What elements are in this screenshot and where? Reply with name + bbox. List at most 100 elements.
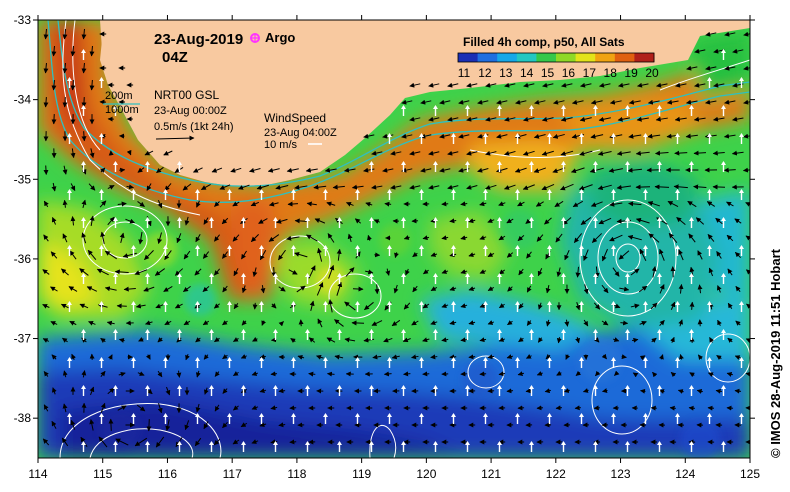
current-arrow-icon bbox=[309, 300, 315, 311]
current-arrow-icon bbox=[556, 337, 562, 344]
current-arrow-icon bbox=[583, 249, 589, 261]
current-arrow-icon bbox=[251, 439, 259, 444]
x-tick-label: 117 bbox=[223, 467, 242, 481]
current-arrow-icon bbox=[479, 269, 487, 274]
current-arrow-icon bbox=[363, 133, 375, 139]
current-arrow-icon bbox=[496, 99, 508, 105]
current-arrow-icon bbox=[441, 201, 449, 207]
wind-arrowhead-icon bbox=[689, 217, 694, 221]
current-arrow-icon bbox=[564, 319, 570, 327]
wind-arrowhead-icon bbox=[721, 329, 726, 333]
wind-arrowhead-icon bbox=[163, 189, 168, 193]
current-arrow-icon bbox=[752, 152, 763, 154]
wind-arrowhead-icon bbox=[625, 329, 630, 333]
wind-arrowhead-icon bbox=[369, 441, 374, 445]
current-arrow-icon bbox=[393, 284, 399, 294]
current-arrow-icon bbox=[51, 354, 57, 360]
current-arrow-icon bbox=[252, 302, 258, 310]
wind-arrowhead-icon bbox=[241, 385, 246, 389]
current-arrow-icon bbox=[693, 116, 706, 122]
wind-arrowhead-icon bbox=[753, 105, 758, 109]
current-arrow-icon bbox=[498, 235, 506, 241]
current-arrow-icon bbox=[241, 250, 247, 260]
wind-arrowhead-icon bbox=[561, 161, 566, 165]
wind-arrowhead-icon bbox=[355, 245, 360, 249]
current-timestamp-label: 23-Aug 00:00Z bbox=[154, 105, 227, 117]
current-arrow-icon bbox=[689, 372, 695, 378]
current-arrow-icon bbox=[579, 116, 592, 122]
current-arrow-icon bbox=[678, 249, 684, 261]
current-arrow-icon bbox=[707, 405, 715, 411]
wind-arrowhead-icon bbox=[561, 105, 566, 109]
current-arrow-icon bbox=[696, 388, 703, 394]
current-arrow-icon bbox=[382, 167, 394, 173]
current-arrow-icon bbox=[371, 184, 383, 190]
current-arrow-icon bbox=[305, 167, 318, 173]
wind-arrowhead-icon bbox=[67, 245, 72, 249]
current-arrow-icon bbox=[42, 438, 50, 446]
current-arrow-icon bbox=[51, 216, 57, 225]
wind-arrowhead-icon bbox=[433, 441, 438, 445]
current-arrow-icon bbox=[487, 252, 495, 258]
current-arrow-icon bbox=[583, 284, 589, 295]
current-arrow-icon bbox=[716, 285, 722, 293]
current-arrow-icon bbox=[286, 235, 300, 241]
current-arrow-icon bbox=[267, 167, 280, 173]
current-arrow-icon bbox=[390, 184, 402, 190]
wind-arrowhead-icon bbox=[579, 133, 584, 137]
current-arrow-icon bbox=[640, 388, 646, 394]
wind-arrowhead-icon bbox=[81, 161, 86, 165]
y-tick-label: -36 bbox=[14, 252, 32, 266]
wind-arrowhead-icon bbox=[483, 245, 488, 249]
current-arrow-icon bbox=[391, 354, 400, 360]
current-arrow-icon bbox=[485, 116, 497, 122]
current-arrow-icon bbox=[536, 405, 544, 411]
latitude-axis: -33 -34 -35 -36 -37 -38 bbox=[14, 13, 755, 425]
current-arrow-icon bbox=[678, 319, 684, 327]
current-arrow-icon bbox=[583, 319, 589, 327]
wind-arrowhead-icon bbox=[259, 357, 264, 361]
current-arrow-icon bbox=[334, 354, 344, 360]
current-arrow-icon bbox=[126, 184, 134, 190]
colorbar-tick-label: 13 bbox=[499, 66, 513, 80]
current-arrow-icon bbox=[270, 439, 278, 445]
current-arrow-icon bbox=[70, 419, 76, 430]
wind-arrowhead-icon bbox=[177, 161, 182, 165]
current-arrow-icon bbox=[687, 200, 697, 208]
current-arrow-icon bbox=[176, 370, 182, 378]
current-arrow-icon bbox=[514, 167, 527, 173]
current-arrow-icon bbox=[726, 371, 733, 377]
current-arrow-icon bbox=[100, 231, 106, 244]
current-arrow-icon bbox=[533, 133, 546, 139]
current-arrow-icon bbox=[754, 391, 760, 392]
current-arrow-icon bbox=[449, 354, 457, 360]
current-arrow-icon bbox=[326, 371, 335, 377]
current-arrow-icon bbox=[81, 62, 87, 74]
current-arrow-icon bbox=[727, 302, 733, 310]
wind-arrowhead-icon bbox=[291, 357, 296, 361]
wind-arrowhead-icon bbox=[515, 301, 520, 305]
current-arrow-icon bbox=[565, 354, 571, 360]
current-arrow-icon bbox=[88, 183, 96, 191]
current-arrow-icon bbox=[555, 233, 563, 243]
current-arrow-icon bbox=[599, 82, 611, 88]
current-arrow-icon bbox=[439, 133, 451, 139]
current-arrow-icon bbox=[89, 148, 95, 159]
wind-arrowhead-icon bbox=[355, 301, 360, 305]
current-arrow-icon bbox=[42, 338, 50, 343]
wind-arrowhead-icon bbox=[273, 441, 278, 445]
current-arrow-icon bbox=[460, 269, 468, 275]
current-arrow-icon bbox=[402, 337, 411, 343]
current-arrow-icon bbox=[574, 405, 581, 411]
current-arrow-icon bbox=[43, 234, 49, 242]
current-arrow-icon bbox=[676, 216, 686, 226]
current-arrow-icon bbox=[515, 99, 527, 105]
current-arrow-icon bbox=[313, 184, 327, 190]
wind-arrowhead-icon bbox=[739, 301, 744, 305]
wind-arrowhead-icon bbox=[593, 217, 598, 221]
current-arrow-icon bbox=[466, 184, 478, 190]
wind-arrowhead-icon bbox=[579, 357, 584, 361]
wind-arrowhead-icon bbox=[419, 133, 424, 137]
current-arrow-icon bbox=[554, 200, 564, 208]
current-arrow-icon bbox=[88, 320, 96, 326]
